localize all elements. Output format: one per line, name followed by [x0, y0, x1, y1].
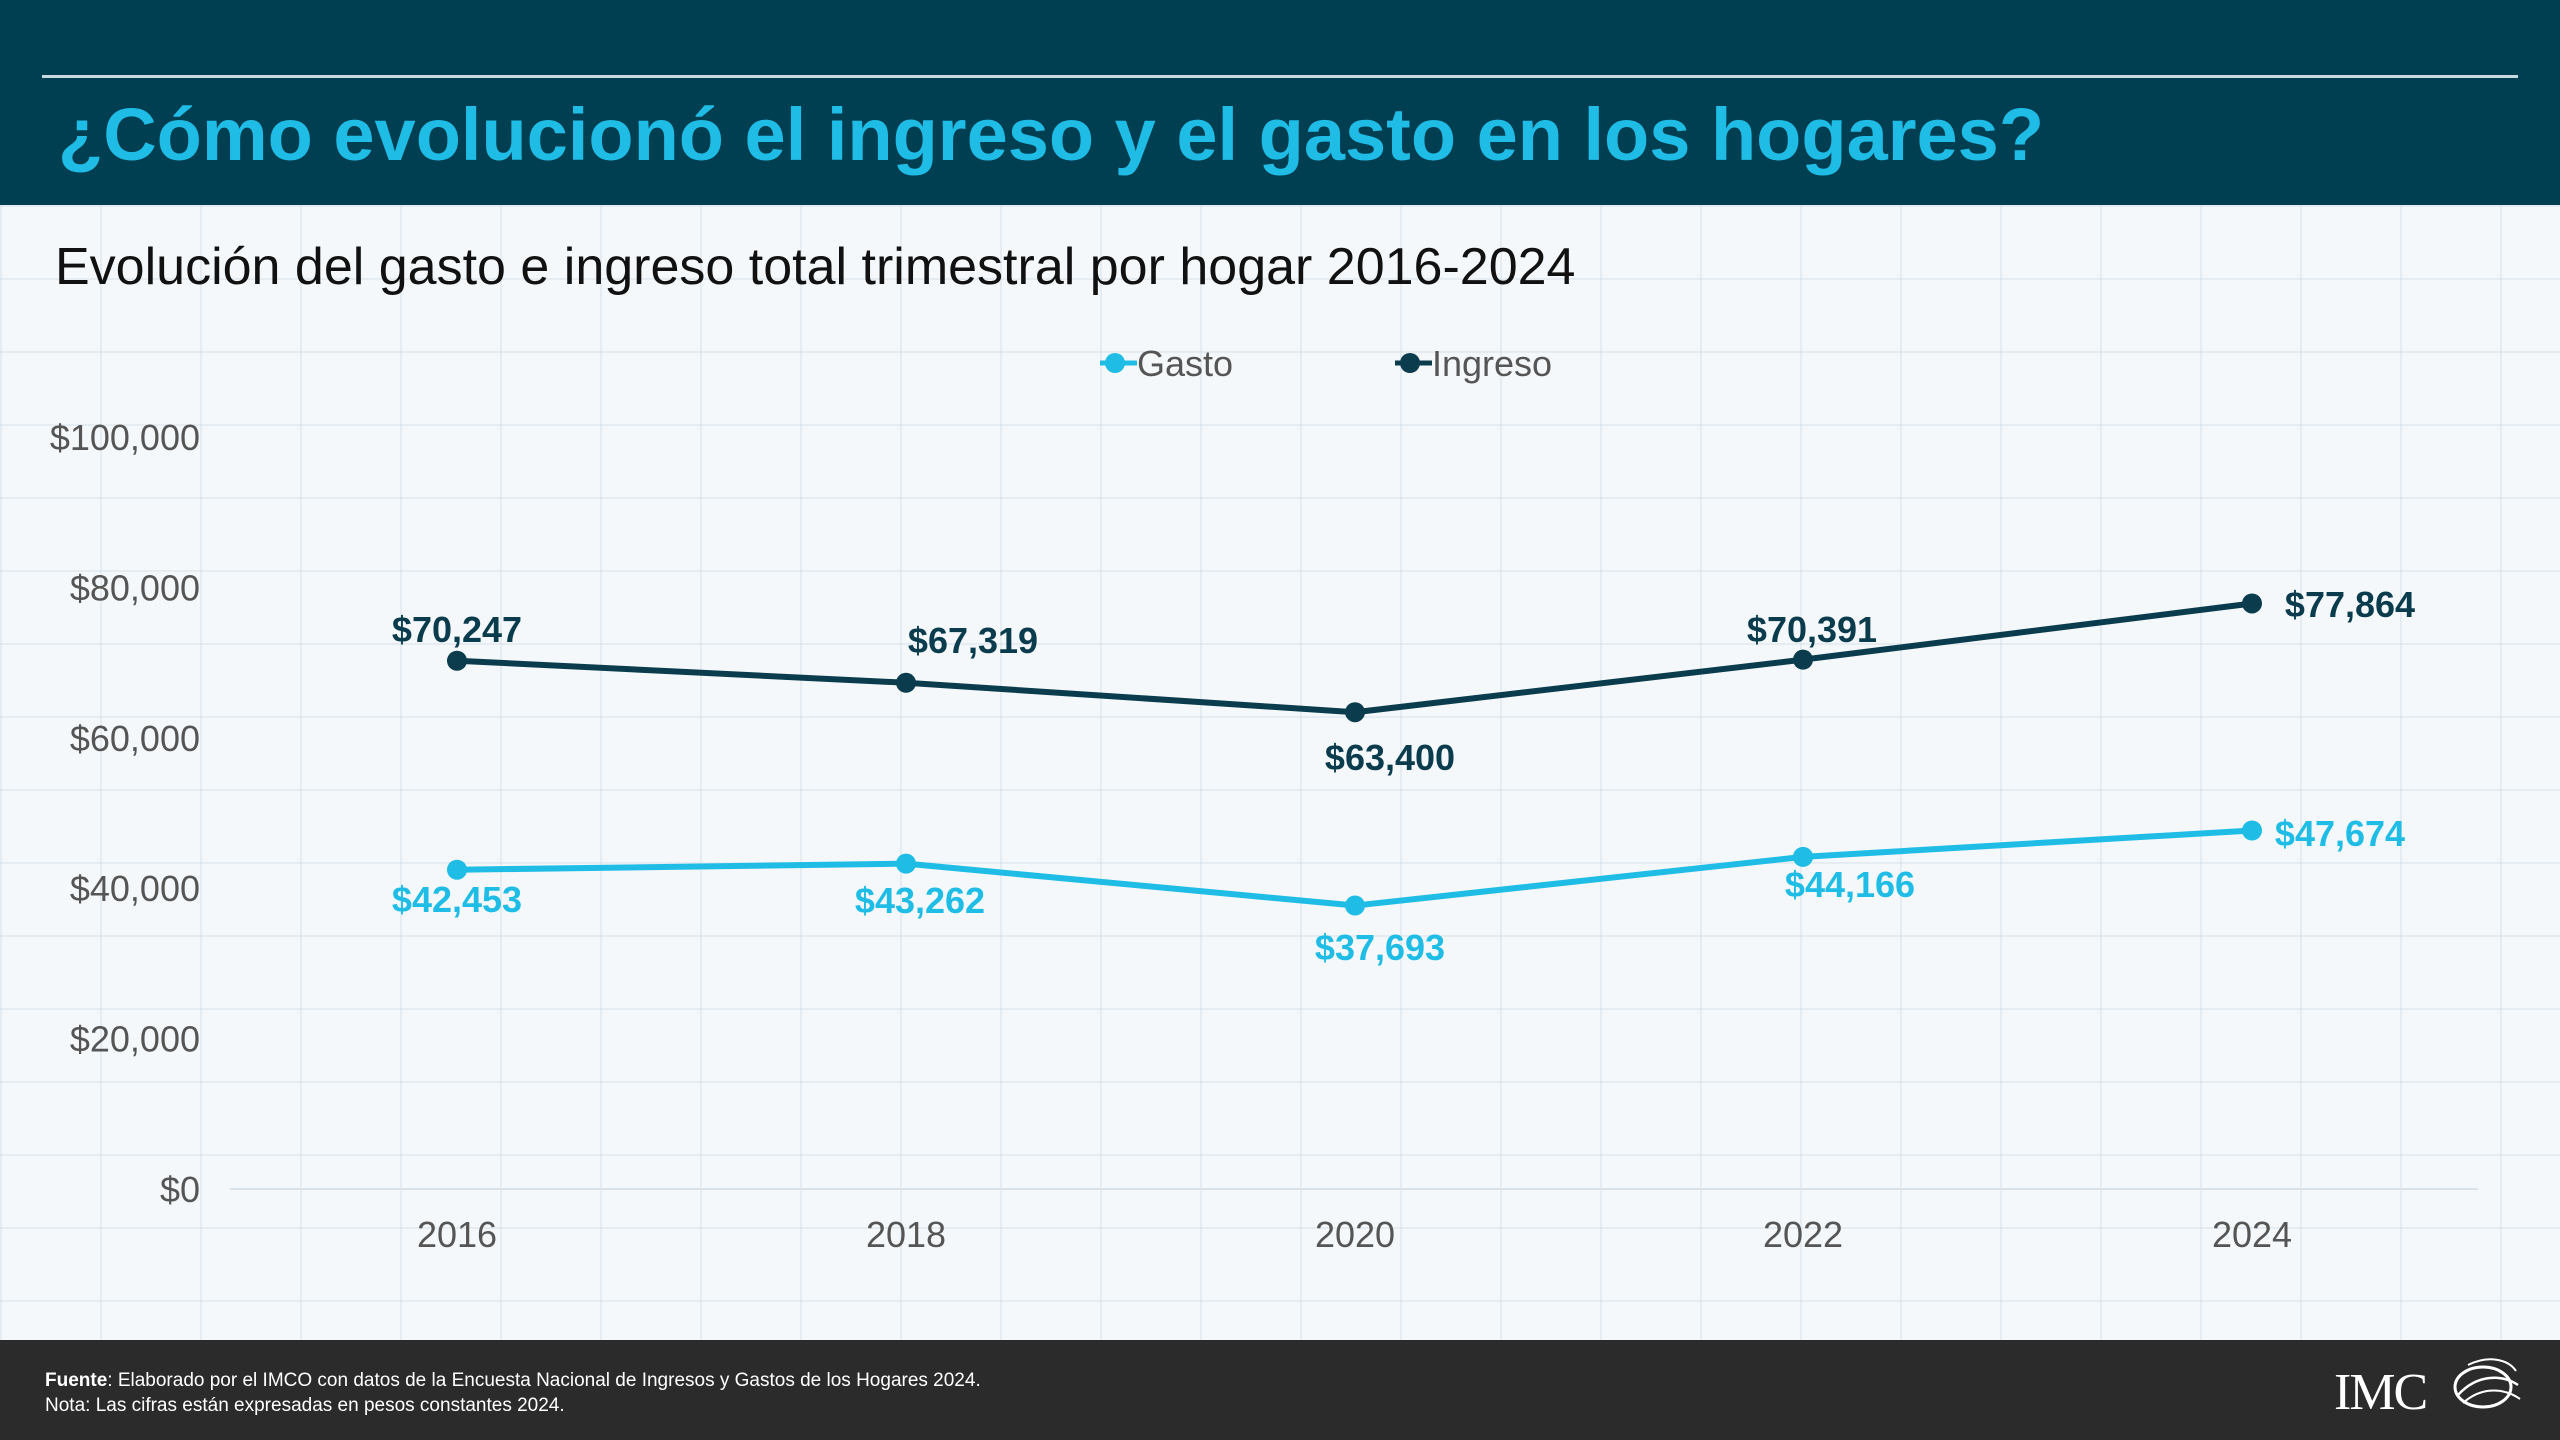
footnote: Nota: Las cifras están expresadas en pes…: [45, 1395, 565, 1416]
y-tick-label: $80,000: [70, 567, 200, 608]
y-tick-label: $40,000: [70, 868, 200, 909]
footer-bar: [0, 1340, 2560, 1440]
series-line-gasto: [456, 827, 2253, 909]
legend-label-ingreso: Ingreso: [1432, 343, 1552, 384]
data-point-ingreso: [2242, 593, 2262, 614]
data-label-gasto: $43,262: [855, 880, 985, 921]
data-point-gasto: [447, 859, 467, 880]
data-label-ingreso: $67,319: [908, 620, 1038, 661]
y-tick-label: $0: [160, 1169, 200, 1210]
source-label: Fuente: [45, 1370, 108, 1391]
data-label-ingreso: $77,864: [2285, 584, 2415, 625]
x-tick-label: 2020: [1315, 1214, 1395, 1255]
y-tick-label: $60,000: [70, 718, 200, 759]
data-label-ingreso: $63,400: [1325, 737, 1455, 778]
chart-title: Evolución del gasto e ingreso total trim…: [55, 238, 1576, 296]
y-tick-label: $20,000: [70, 1019, 200, 1060]
header-divider: [42, 75, 2518, 78]
page-title: ¿Cómo evolucionó el ingreso y el gasto e…: [58, 93, 2045, 176]
data-point-ingreso: [1345, 702, 1365, 723]
data-label-ingreso: $70,391: [1747, 609, 1877, 650]
data-point-gasto: [1793, 846, 1813, 867]
data-label-gasto: $37,693: [1315, 927, 1445, 968]
legend-label-gasto: Gasto: [1137, 343, 1233, 384]
x-tick-label: 2022: [1763, 1214, 1843, 1255]
data-point-gasto: [2242, 820, 2262, 841]
data-point-gasto: [896, 853, 916, 874]
imco-logo: IMC: [2334, 1358, 2521, 1421]
source-text: : Elaborado por el IMCO con datos de la …: [107, 1370, 981, 1391]
data-label-gasto: $42,453: [392, 879, 522, 920]
x-tick-label: 2016: [417, 1214, 497, 1255]
data-label-gasto: $47,674: [2275, 813, 2405, 854]
x-tick-label: 2024: [2212, 1214, 2292, 1255]
y-tick-label: $100,000: [50, 417, 200, 458]
header-bar: ¿Cómo evolucionó el ingreso y el gasto e…: [0, 0, 2560, 205]
data-point-ingreso: [1793, 649, 1813, 670]
data-point-gasto: [1345, 895, 1365, 916]
line-chart: $0 $20,000 $40,000 $60,000 $80,000 $100,000 20…: [50, 343, 2478, 1255]
data-point-ingreso: [447, 650, 467, 671]
data-point-ingreso: [896, 672, 916, 693]
source-note: Fuente: Elaborado por el IMCO con datos …: [45, 1368, 981, 1418]
svg-text:IMC: IMC: [2334, 1364, 2426, 1421]
series-line-ingreso: [456, 600, 2253, 716]
data-label-gasto: $44,166: [1785, 864, 1915, 905]
legend-marker-gasto: [1105, 353, 1125, 373]
background-grid: [0, 205, 2560, 1340]
legend-marker-ingreso: [1400, 353, 1420, 373]
x-tick-label: 2018: [866, 1214, 946, 1255]
data-label-ingreso: $70,247: [392, 609, 522, 650]
